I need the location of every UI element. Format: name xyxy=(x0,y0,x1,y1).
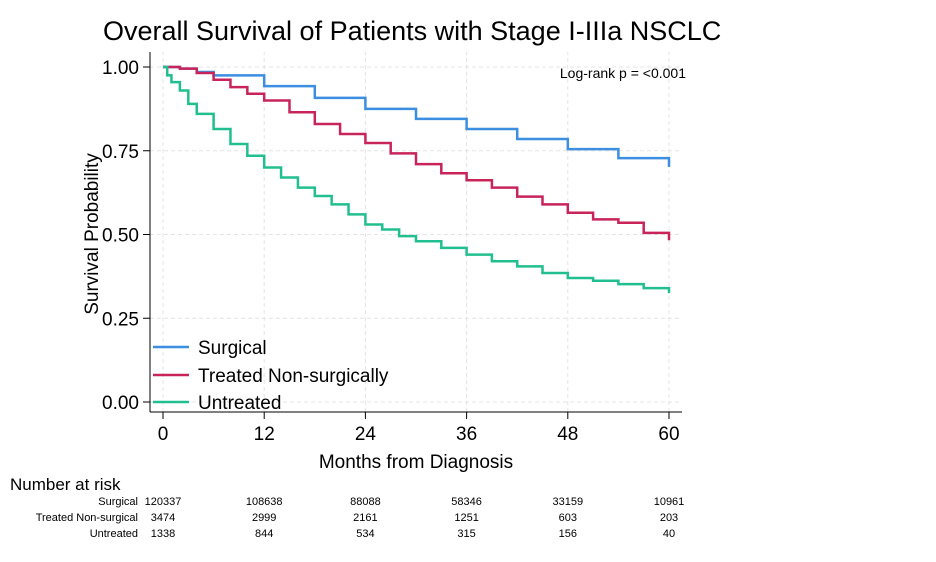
y-tick-label: 0.50 xyxy=(102,226,139,247)
risk-row-label: Surgical xyxy=(98,496,138,508)
risk-cell: 203 xyxy=(659,512,679,524)
risk-cell: 88088 xyxy=(350,496,381,508)
x-tick-label: 60 xyxy=(658,424,679,445)
series-line-treated-non-surgically xyxy=(163,65,671,241)
x-axis-label: Months from Diagnosis xyxy=(319,452,513,473)
risk-cell: 2161 xyxy=(353,512,378,524)
risk-cell: 2999 xyxy=(251,512,277,524)
legend: Surgical Treated Non-surgically Untreated xyxy=(153,338,389,414)
y-tick-label: 1.00 xyxy=(102,58,139,79)
risk-cell: 156 xyxy=(558,528,577,540)
risk-cell: 3474 xyxy=(150,512,176,524)
risk-cell: 1251 xyxy=(454,512,479,524)
x-tick-label: 36 xyxy=(456,424,477,445)
y-axis-label: Survival Probability xyxy=(82,153,103,315)
risk-cell: 844 xyxy=(255,528,274,540)
y-tick-label: 0.25 xyxy=(102,309,139,330)
risk-cell: 10961 xyxy=(653,496,685,508)
series-line-untreated xyxy=(163,65,671,294)
y-tick-label: 0.00 xyxy=(102,393,139,414)
risk-cell: 40 xyxy=(662,528,676,540)
risk-cell: 315 xyxy=(457,528,476,540)
y-tick-label: 0.75 xyxy=(102,142,139,163)
risk-cell: 120337 xyxy=(144,496,182,508)
risk-cell: 1338 xyxy=(150,528,176,540)
axes-layer: 0 12 24 36 48 60 0.00 0.25 0.50 0.75 1.00 xyxy=(102,52,682,445)
risk-cell: 603 xyxy=(558,512,577,524)
grid-layer xyxy=(150,52,682,412)
logrank-annotation: Log-rank p = <0.001 xyxy=(560,65,686,81)
risk-cell: 534 xyxy=(356,528,375,540)
chart-title: Overall Survival of Patients with Stage … xyxy=(103,16,722,46)
series-layer xyxy=(163,65,671,294)
x-tick-label: 0 xyxy=(158,424,169,445)
risk-row-label: Treated Non-surgical xyxy=(35,512,138,524)
series-line-surgical xyxy=(163,65,671,167)
legend-label-untreated: Untreated xyxy=(198,393,281,414)
legend-label-surgical: Surgical xyxy=(198,338,267,359)
x-tick-label: 24 xyxy=(355,424,377,445)
risk-cell: 58346 xyxy=(451,496,482,508)
x-tick-label: 48 xyxy=(557,424,578,445)
risk-cell: 33159 xyxy=(552,496,584,508)
x-tick-label: 12 xyxy=(254,424,275,445)
legend-label-treated-non-surgically: Treated Non-surgically xyxy=(198,366,389,387)
risk-cell: 108638 xyxy=(245,496,283,508)
risk-table-header: Number at risk xyxy=(10,475,121,494)
risk-row-label: Untreated xyxy=(89,528,138,540)
